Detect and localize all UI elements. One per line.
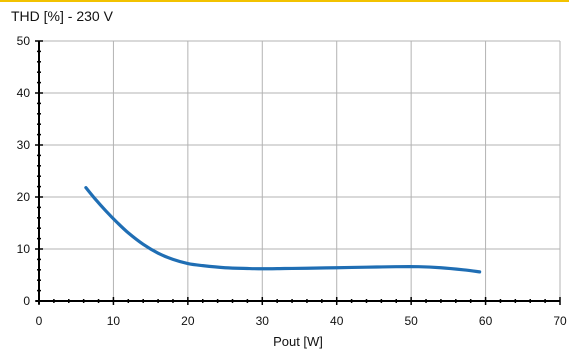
y-tick-label-10: 10 bbox=[17, 242, 31, 256]
y-tick-label-50: 50 bbox=[17, 34, 31, 48]
gridlines bbox=[39, 40, 561, 301]
series-layer bbox=[84, 186, 482, 274]
top-accent-line bbox=[0, 0, 569, 2]
tick-labels: 0 10 20 30 40 50 60 70 0 10 20 30 40 50 bbox=[17, 34, 567, 328]
x-tick-label-30: 30 bbox=[256, 314, 270, 328]
y-tick-label-40: 40 bbox=[17, 86, 31, 100]
x-tick-label-60: 60 bbox=[479, 314, 493, 328]
x-tick-label-0: 0 bbox=[36, 314, 43, 328]
x-tick-label-70: 70 bbox=[553, 314, 567, 328]
x-tick-label-40: 40 bbox=[330, 314, 344, 328]
x-tick-label-50: 50 bbox=[404, 314, 418, 328]
x-axis-label: Pout [W] bbox=[273, 334, 323, 349]
y-tick-label-30: 30 bbox=[17, 138, 31, 152]
y-tick-label-20: 20 bbox=[17, 190, 31, 204]
x-tick-label-10: 10 bbox=[107, 314, 121, 328]
axes bbox=[35, 40, 561, 305]
y-tick-label-0: 0 bbox=[23, 294, 30, 308]
chart-title: THD [%] - 230 V bbox=[11, 8, 113, 24]
series-line-0 bbox=[84, 186, 482, 274]
x-tick-label-20: 20 bbox=[181, 314, 195, 328]
